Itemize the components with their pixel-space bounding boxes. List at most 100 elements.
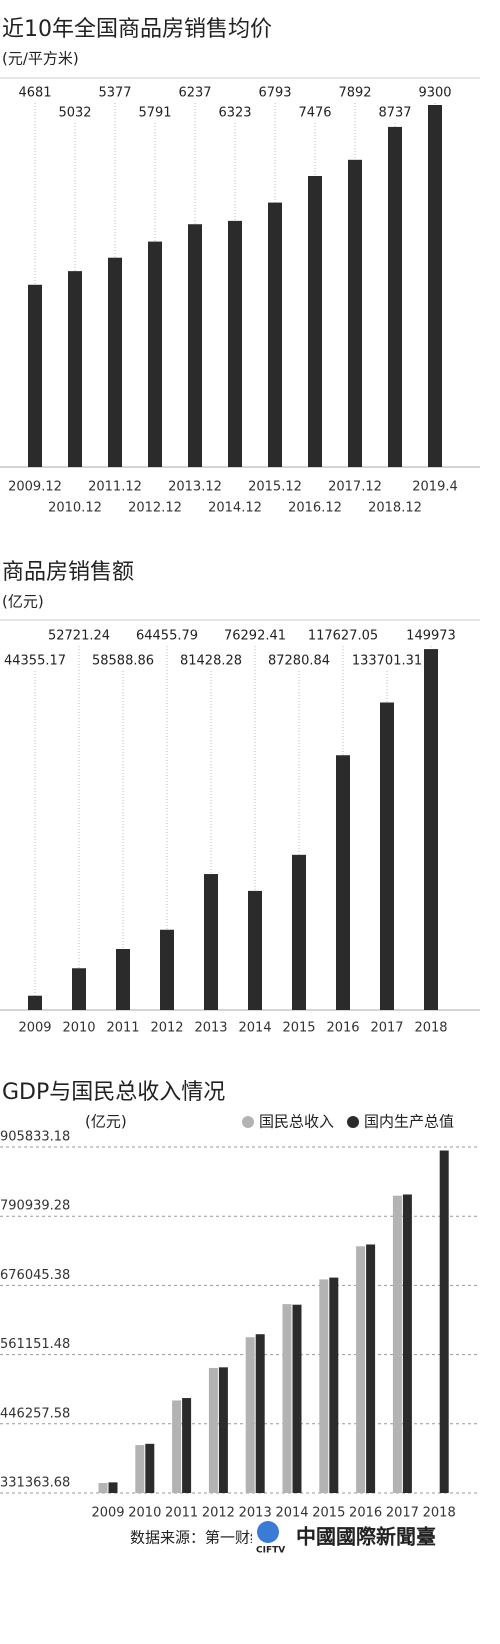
y-tick-label: 331363.68 [0, 1476, 70, 1491]
legend-swatch [242, 1116, 254, 1128]
x-tick-label: 2014.12 [208, 501, 262, 516]
value-label: 133701.31 [352, 654, 422, 669]
x-tick-label: 2018 [414, 1021, 447, 1036]
chart-title: GDP与国民总收入情况 [2, 1080, 225, 1105]
bar [160, 929, 174, 1010]
bar [208, 1367, 218, 1493]
value-label: 44355.17 [4, 654, 66, 669]
bar [116, 948, 130, 1010]
value-label: 58588.86 [92, 654, 154, 669]
y-tick-label: 676045.38 [0, 1268, 70, 1283]
bar [182, 1398, 192, 1493]
bar [98, 1482, 108, 1493]
x-tick-label: 2009 [91, 1506, 124, 1521]
bar [28, 284, 42, 467]
value-label: 8737 [378, 106, 411, 121]
chart-subtitle: (亿元) [85, 1113, 127, 1131]
bar [439, 1150, 449, 1493]
bar [388, 126, 402, 468]
bar [148, 241, 162, 467]
chart-title: 近10年全国商品房销售均价 [2, 17, 272, 42]
bar [366, 1244, 376, 1493]
x-tick-label: 2017 [386, 1506, 419, 1521]
value-label: 5377 [98, 86, 131, 101]
bar [228, 220, 242, 467]
bar [402, 1194, 412, 1493]
x-tick-label: 2018 [423, 1506, 456, 1521]
x-tick-label: 2014 [238, 1021, 271, 1036]
bar [72, 968, 86, 1010]
value-label: 87280.84 [268, 654, 330, 669]
chart-subtitle: (元/平方米) [2, 50, 79, 68]
x-tick-label: 2012 [150, 1021, 183, 1036]
x-tick-label: 2012 [202, 1506, 235, 1521]
bar [329, 1277, 339, 1493]
bar [68, 271, 82, 467]
x-tick-label: 2017.12 [328, 480, 382, 495]
y-tick-label: 790939.28 [0, 1199, 70, 1214]
x-tick-label: 2015 [312, 1506, 345, 1521]
x-tick-label: 2019.4 [412, 480, 458, 495]
bar [380, 702, 394, 1010]
x-tick-label: 2011 [165, 1506, 198, 1521]
x-tick-label: 2013 [239, 1506, 272, 1521]
legend-swatch [347, 1116, 360, 1128]
x-tick-label: 2017 [370, 1021, 403, 1036]
bar [255, 1334, 265, 1493]
bar [245, 1337, 255, 1493]
logo-bg [252, 1522, 474, 1554]
legend-label: 国内生产总值 [364, 1113, 454, 1131]
chart-title: 商品房销售额 [2, 560, 134, 585]
bar [392, 1195, 402, 1493]
value-label: 64455.79 [136, 629, 198, 644]
legend-label: 国民总收入 [259, 1113, 334, 1131]
x-tick-label: 2016 [326, 1021, 359, 1036]
x-tick-label: 2014 [275, 1506, 308, 1521]
bar [424, 649, 438, 1010]
logo-text: 中國國際新聞臺 [296, 1525, 436, 1549]
bar [204, 874, 218, 1010]
x-tick-label: 2016 [349, 1506, 382, 1521]
bar [218, 1367, 228, 1493]
x-tick-label: 2016.12 [288, 501, 342, 516]
value-label: 5791 [138, 106, 171, 121]
x-tick-label: 2015 [282, 1021, 315, 1036]
bar [348, 159, 362, 467]
value-label: 6793 [258, 86, 291, 101]
x-tick-label: 2011.12 [88, 480, 142, 495]
y-tick-label: 905833.18 [0, 1130, 70, 1145]
bar [172, 1400, 182, 1493]
x-tick-label: 2010 [128, 1506, 161, 1521]
bar [268, 202, 282, 468]
value-label: 149973 [406, 629, 456, 644]
bar [188, 224, 202, 467]
bar [336, 755, 350, 1010]
logo: CIFTV 中國國際新聞臺 [252, 1521, 474, 1556]
bar [108, 1482, 118, 1493]
value-label: 6323 [218, 106, 251, 121]
bar [145, 1443, 155, 1493]
x-tick-label: 2010 [62, 1021, 95, 1036]
value-label: 76292.41 [224, 629, 286, 644]
x-tick-label: 2009 [18, 1021, 51, 1036]
chart-subtitle: (亿元) [2, 593, 44, 611]
y-tick-label: 561151.48 [0, 1337, 70, 1352]
x-tick-label: 2011 [106, 1021, 139, 1036]
logo-text: CIFTV [256, 1546, 285, 1556]
value-label: 5032 [58, 106, 91, 121]
x-tick-label: 2015.12 [248, 480, 302, 495]
x-tick-label: 2013 [194, 1021, 227, 1036]
value-label: 117627.05 [308, 629, 378, 644]
x-tick-label: 2010.12 [48, 501, 102, 516]
value-label: 7476 [298, 106, 331, 121]
bar [308, 175, 322, 467]
bar [319, 1279, 329, 1493]
y-tick-label: 446257.58 [0, 1406, 70, 1421]
bar [356, 1246, 366, 1493]
value-label: 9300 [418, 86, 451, 101]
bar [428, 105, 442, 467]
value-label: 6237 [178, 86, 211, 101]
value-label: 7892 [338, 86, 371, 101]
